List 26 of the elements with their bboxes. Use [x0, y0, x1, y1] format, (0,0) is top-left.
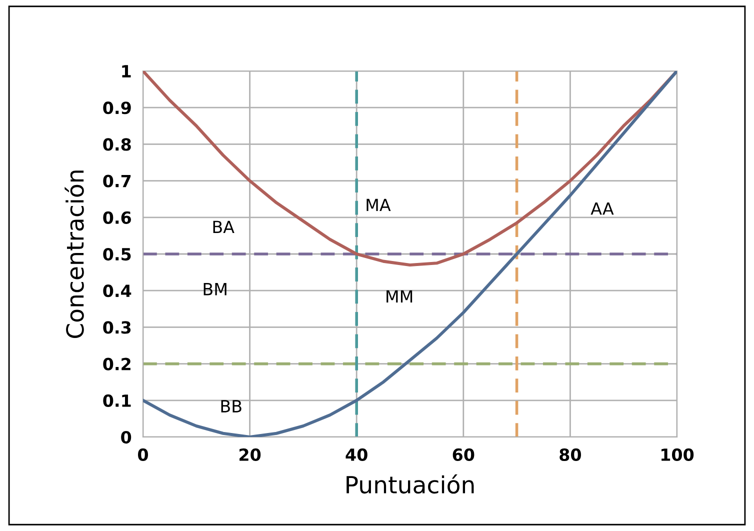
y-tick-label: 0.3: [103, 321, 131, 334]
y-tick-label: 0.6: [103, 211, 131, 224]
y-tick-label: 1: [122, 65, 131, 78]
y-tick-label: 0.4: [103, 284, 132, 298]
x-tick-label: 0: [138, 448, 148, 462]
y-tick-label: 0.7: [103, 174, 131, 188]
annotation: AA: [590, 202, 614, 215]
x-tick-label: 100: [661, 448, 694, 462]
y-tick-label: 0.8: [103, 138, 131, 151]
line-series: [143, 71, 677, 437]
x-tick-label: 80: [560, 448, 581, 462]
x-tick-label: 60: [452, 448, 474, 462]
annotation: MM: [386, 290, 412, 303]
annotation: BA: [213, 220, 234, 233]
x-axis-title: Puntuación: [346, 474, 474, 494]
y-tick-label: 0.5: [103, 248, 131, 261]
y-tick-label: 0.1: [103, 394, 131, 407]
annotation: BM: [204, 283, 226, 296]
annotation: MA: [366, 198, 391, 212]
y-axis-title: Concentración: [64, 170, 84, 338]
annotation: BB: [221, 400, 242, 412]
y-tick-label: 0.9: [103, 102, 131, 114]
y-tick-label: 0: [121, 430, 132, 444]
x-tick-label: 40: [346, 448, 368, 462]
y-tick-label: 0.2: [103, 358, 130, 370]
x-tick-label: 20: [240, 448, 261, 462]
